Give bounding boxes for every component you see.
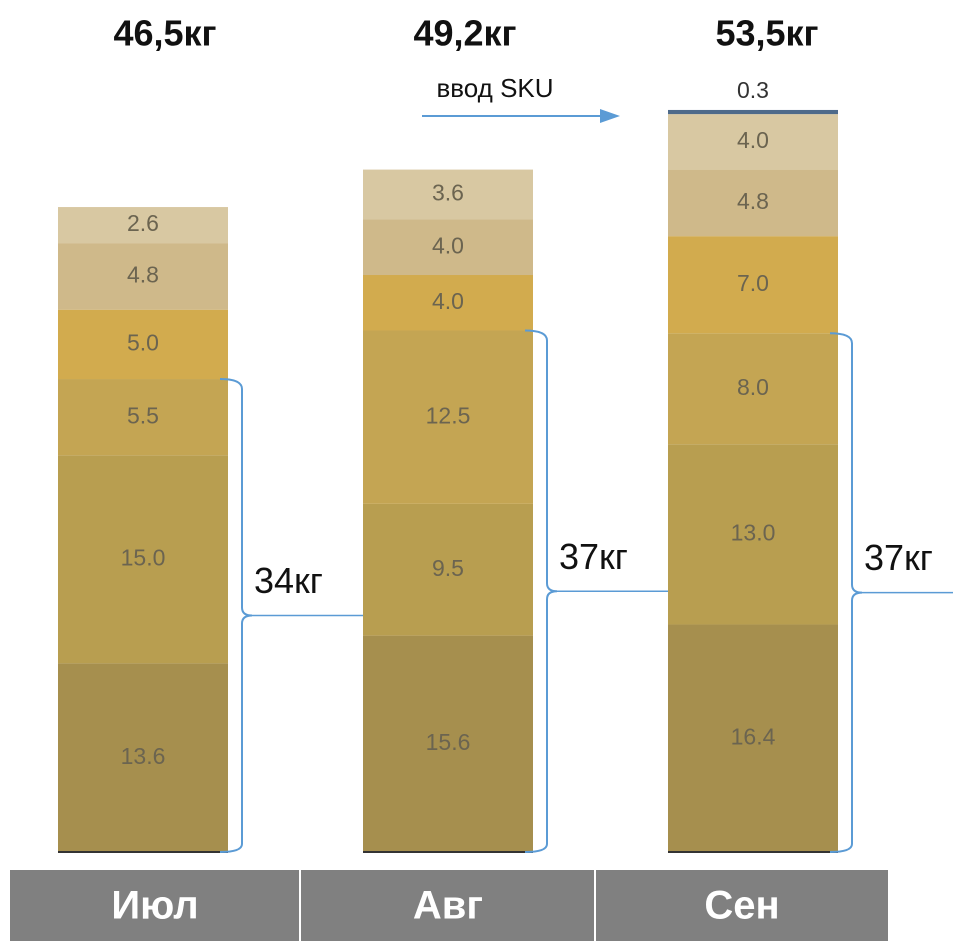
- bar-segment: [668, 109, 838, 115]
- data-label: 16.4: [731, 723, 776, 749]
- brace-label: 34кг: [254, 560, 323, 601]
- data-label: 5.0: [127, 329, 159, 355]
- data-label: 0.3: [737, 77, 769, 103]
- category-label: Сен: [704, 884, 779, 928]
- data-label: 4.0: [432, 232, 464, 258]
- arrow-head: [600, 109, 620, 123]
- data-label: 13.0: [731, 519, 776, 545]
- bar-segment: [58, 663, 228, 852]
- bar-segment: [58, 455, 228, 664]
- bar-segment: [363, 635, 533, 852]
- data-label: 4.0: [432, 288, 464, 314]
- bar-segment: [363, 275, 533, 331]
- data-label: 5.5: [127, 402, 159, 428]
- category-band: [10, 870, 888, 941]
- bar-segment: [668, 114, 838, 170]
- data-label: 2.6: [127, 210, 159, 236]
- category-label: Июл: [111, 884, 198, 928]
- bar-segment: [58, 309, 228, 380]
- brace-label: 37кг: [559, 536, 628, 577]
- data-label: 13.6: [121, 743, 166, 769]
- data-label: 12.5: [426, 402, 471, 428]
- total-label: 53,5кг: [715, 13, 818, 54]
- data-label: 15.0: [121, 544, 166, 570]
- bar-segment: [363, 503, 533, 636]
- bar-segment: [58, 243, 228, 310]
- total-label: 49,2кг: [413, 13, 516, 54]
- bar-segment: [668, 333, 838, 445]
- data-label: 9.5: [432, 555, 464, 581]
- bar-segment: [58, 207, 228, 244]
- bar-segment: [363, 169, 533, 220]
- brace-label: 37кг: [864, 537, 933, 578]
- data-label: 15.6: [426, 729, 471, 755]
- bar-segment: [668, 169, 838, 237]
- data-label: 3.6: [432, 180, 464, 206]
- data-label: 4.8: [737, 188, 769, 214]
- bar-segment: [363, 330, 533, 504]
- bar-segment: [668, 444, 838, 625]
- annotation: ввод SKU: [436, 73, 553, 103]
- data-label: 8.0: [737, 374, 769, 400]
- total-label: 46,5кг: [113, 13, 216, 54]
- data-label: 4.0: [737, 127, 769, 153]
- bar-segment: [363, 219, 533, 276]
- category-label: Авг: [413, 884, 483, 928]
- bar-segment: [58, 379, 228, 456]
- data-label: 7.0: [737, 270, 769, 296]
- bar-segment: [668, 624, 838, 852]
- data-label: 4.8: [127, 261, 159, 287]
- bar-segment: [668, 236, 838, 334]
